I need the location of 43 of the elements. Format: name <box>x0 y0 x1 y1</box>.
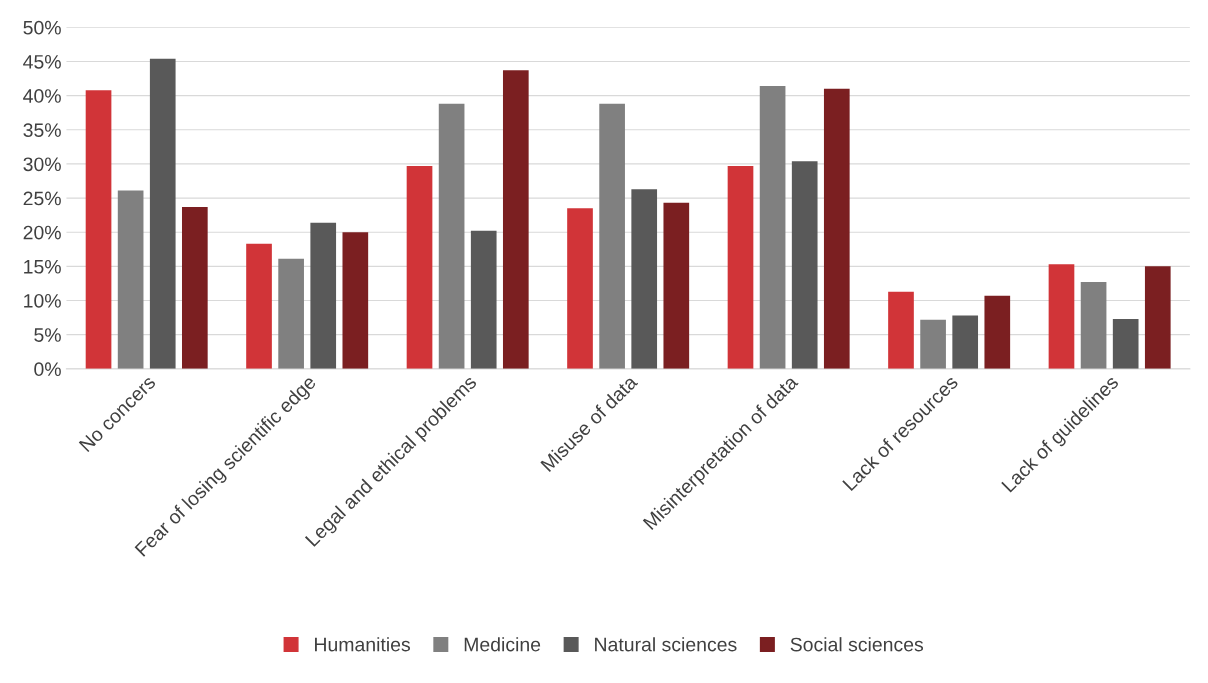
bar <box>406 165 433 369</box>
bar <box>823 88 850 369</box>
bar <box>952 315 979 369</box>
y-tick-label: 5% <box>34 328 61 342</box>
bar <box>888 291 914 369</box>
bar <box>342 232 369 369</box>
y-tick-label: 15% <box>24 259 61 274</box>
bar <box>631 189 658 369</box>
bar <box>1144 266 1171 369</box>
bar <box>278 258 304 369</box>
bar <box>117 190 144 369</box>
bar <box>1080 282 1107 369</box>
bar <box>246 243 272 369</box>
legend-label: Social sciences <box>790 637 924 652</box>
bar <box>920 319 946 369</box>
legend-label: Humanities <box>315 637 410 652</box>
bar <box>85 90 112 369</box>
bar <box>1048 264 1075 369</box>
y-tick-label: 45% <box>23 55 61 69</box>
y-tick-label: 10% <box>24 293 61 308</box>
y-tick-label: 25% <box>23 191 61 206</box>
y-tick-label: 0% <box>34 362 61 377</box>
bar <box>149 58 176 369</box>
bar <box>1112 318 1139 369</box>
bar <box>181 206 208 369</box>
bar <box>791 161 818 369</box>
bar <box>727 165 754 369</box>
legend-label: Medicine <box>464 637 541 652</box>
bar <box>599 103 625 369</box>
bar <box>438 103 465 369</box>
bar <box>759 86 786 369</box>
y-tick-label: 50% <box>23 20 61 35</box>
bar <box>502 70 529 369</box>
bar <box>470 230 497 369</box>
legend-label: Natural sciences <box>595 637 737 652</box>
bar <box>310 222 337 369</box>
y-tick-label: 20% <box>23 225 61 240</box>
bar <box>663 202 690 369</box>
y-tick-label: 30% <box>23 157 61 172</box>
y-tick-label: 35% <box>23 123 61 138</box>
bar <box>567 208 593 369</box>
y-tick-label: 40% <box>23 89 61 103</box>
bar <box>984 295 1011 369</box>
